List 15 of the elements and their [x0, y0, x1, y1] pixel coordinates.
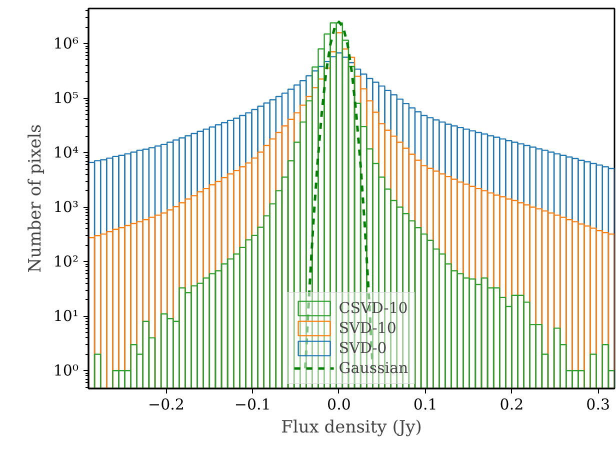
x-tick-label: 0.0: [327, 396, 351, 414]
x-tick-label: −0.1: [234, 396, 271, 414]
y-tick-label: 10⁵: [53, 89, 79, 108]
y-tick-label: 10⁰: [53, 362, 79, 380]
x-tick-label: 0.3: [586, 396, 610, 414]
y-tick-label: 10⁴: [53, 144, 79, 162]
x-tick-label: −0.2: [148, 396, 184, 414]
y-tick-label: 10²: [53, 252, 79, 271]
x-tick-label: 0.2: [500, 396, 524, 414]
x-axis-title: Flux density (Jy): [281, 418, 422, 438]
y-axis-title: Number of pixels: [25, 124, 46, 273]
y-tick-label: 10¹: [53, 307, 79, 326]
y-tick-label: 10⁶: [53, 34, 79, 53]
y-tick-label: 10³: [53, 198, 79, 216]
x-tick-label: 0.1: [413, 396, 438, 414]
